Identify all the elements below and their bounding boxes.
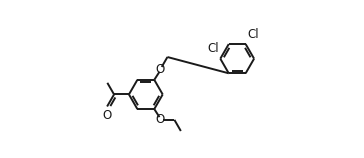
Text: O: O [156,113,165,126]
Text: O: O [156,63,165,76]
Text: Cl: Cl [247,28,259,41]
Text: O: O [102,109,111,122]
Text: Cl: Cl [207,42,219,55]
